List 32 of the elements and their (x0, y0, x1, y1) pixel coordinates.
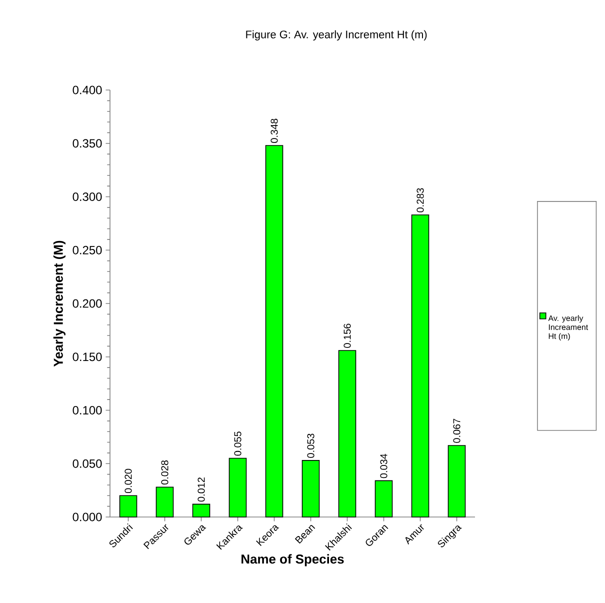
data-label: 0.012 (198, 478, 205, 502)
y-tick-label: 0.250 (72, 246, 102, 254)
chart-title: Figure G: Av. yearly Increment Ht (m) (246, 30, 427, 40)
y-tick-label: 0.300 (72, 192, 102, 201)
data-label: 0.348 (270, 118, 278, 143)
data-label: 0.053 (307, 434, 314, 458)
y-tick-label: 0.400 (72, 86, 102, 94)
bar (448, 445, 466, 518)
data-label: 0.034 (380, 454, 388, 478)
y-tick-label: 0.350 (72, 139, 102, 148)
data-label: 0.028 (161, 460, 168, 485)
bar (192, 504, 210, 518)
bar (228, 458, 247, 518)
y-axis-title: Yearly Increment (M) (53, 240, 66, 367)
data-label: 0.283 (416, 188, 424, 212)
bar (411, 214, 430, 518)
bar (338, 350, 356, 518)
y-tick-label: 0.050 (72, 459, 102, 468)
data-label: 0.055 (234, 432, 242, 456)
bar (119, 495, 138, 518)
y-tick-label: 0.150 (72, 352, 102, 362)
bar (265, 145, 284, 518)
bar (302, 460, 320, 518)
y-tick-label: 0.200 (72, 299, 102, 308)
bar (374, 480, 393, 518)
y-tick-label: 0.000 (72, 512, 102, 522)
data-label: 0.156 (344, 324, 351, 348)
data-label: 0.067 (453, 418, 460, 443)
bar (156, 486, 174, 518)
data-label: 0.020 (124, 468, 132, 494)
y-tick-label: 0.100 (72, 406, 102, 414)
x-axis-title: Name of Species (242, 554, 344, 566)
